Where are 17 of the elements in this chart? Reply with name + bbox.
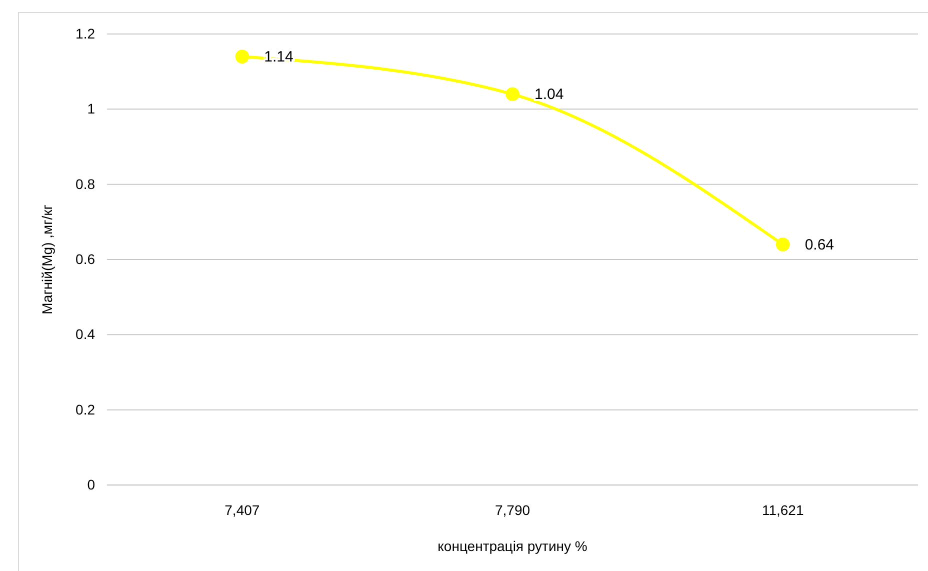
x-tick-label: 11,621: [762, 502, 804, 518]
data-label: 0.64: [804, 236, 834, 254]
y-tick-label: 0.4: [76, 326, 96, 342]
y-tick-label: 1.2: [76, 25, 96, 42]
y-tick-label: 0: [87, 476, 96, 492]
x-tick-label: 7,407: [224, 502, 260, 518]
y-tick-label: 0.8: [76, 176, 96, 192]
x-tick-label: 7,790: [494, 502, 530, 518]
y-axis-title: Магній(Mg) ,мг/кг: [39, 204, 55, 314]
x-axis-title: концентрація рутину %: [438, 538, 588, 554]
y-tick-label: 0.6: [76, 250, 96, 267]
point: [506, 87, 520, 102]
data-label: 1.04: [534, 86, 564, 104]
point: [235, 50, 250, 64]
y-tick-label: 1: [87, 100, 96, 117]
y-tick-label: 0.2: [76, 401, 96, 418]
point: [776, 238, 790, 252]
